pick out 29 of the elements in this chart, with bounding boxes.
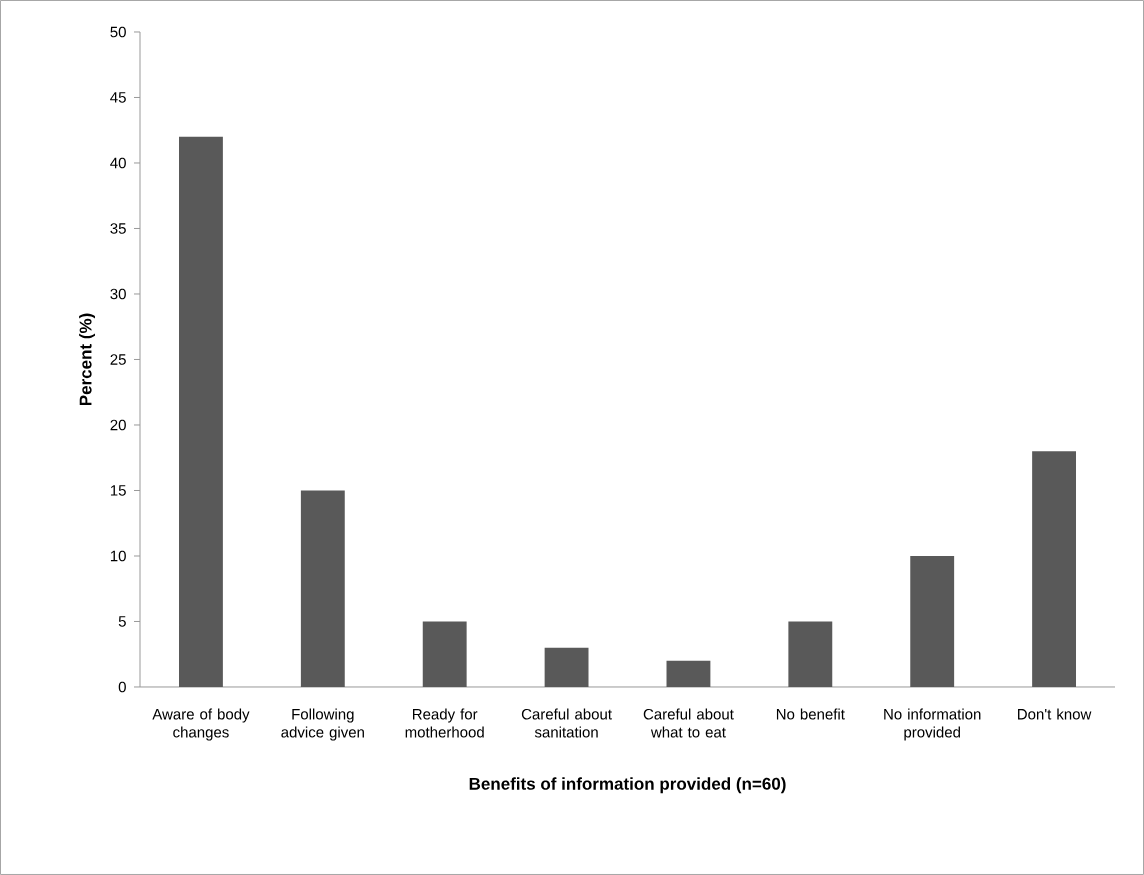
y-tick-label: 0 [118, 681, 126, 693]
x-tick-label: Don't know [1018, 708, 1092, 720]
bar [300, 490, 345, 687]
x-tick-label: Careful about what to eat [643, 708, 734, 738]
y-tick-label: 10 [110, 550, 126, 562]
y-tick-label: 45 [110, 92, 126, 103]
bar [544, 647, 589, 687]
y-tick-label: 25 [110, 354, 126, 365]
y-tick-label: 15 [110, 485, 126, 496]
x-tick-label: Careful about sanitation [521, 708, 612, 738]
y-tick-label: 40 [110, 157, 126, 169]
y-tick-label: 20 [110, 419, 126, 431]
x-axis-title: Benefits of information provided (n=60) [469, 777, 786, 794]
bar [910, 555, 955, 687]
bar [666, 660, 711, 687]
y-axis-title: Percent (%) [79, 313, 95, 406]
x-tick-label: Following advice given [281, 708, 364, 741]
x-tick-label: Aware of body changes [152, 708, 250, 741]
y-tick-label: 35 [110, 223, 126, 234]
y-tick-label: 50 [110, 26, 126, 38]
y-tick-label: 5 [118, 616, 126, 627]
bar [788, 621, 833, 687]
x-tick-label: Ready for motherhood [405, 708, 484, 738]
y-tick-label: 30 [110, 288, 126, 300]
x-tick-label: No information provided [884, 708, 981, 741]
x-tick-label: No benefit [776, 708, 845, 720]
bar [179, 136, 223, 687]
bar [422, 621, 467, 687]
bar [1032, 451, 1077, 687]
